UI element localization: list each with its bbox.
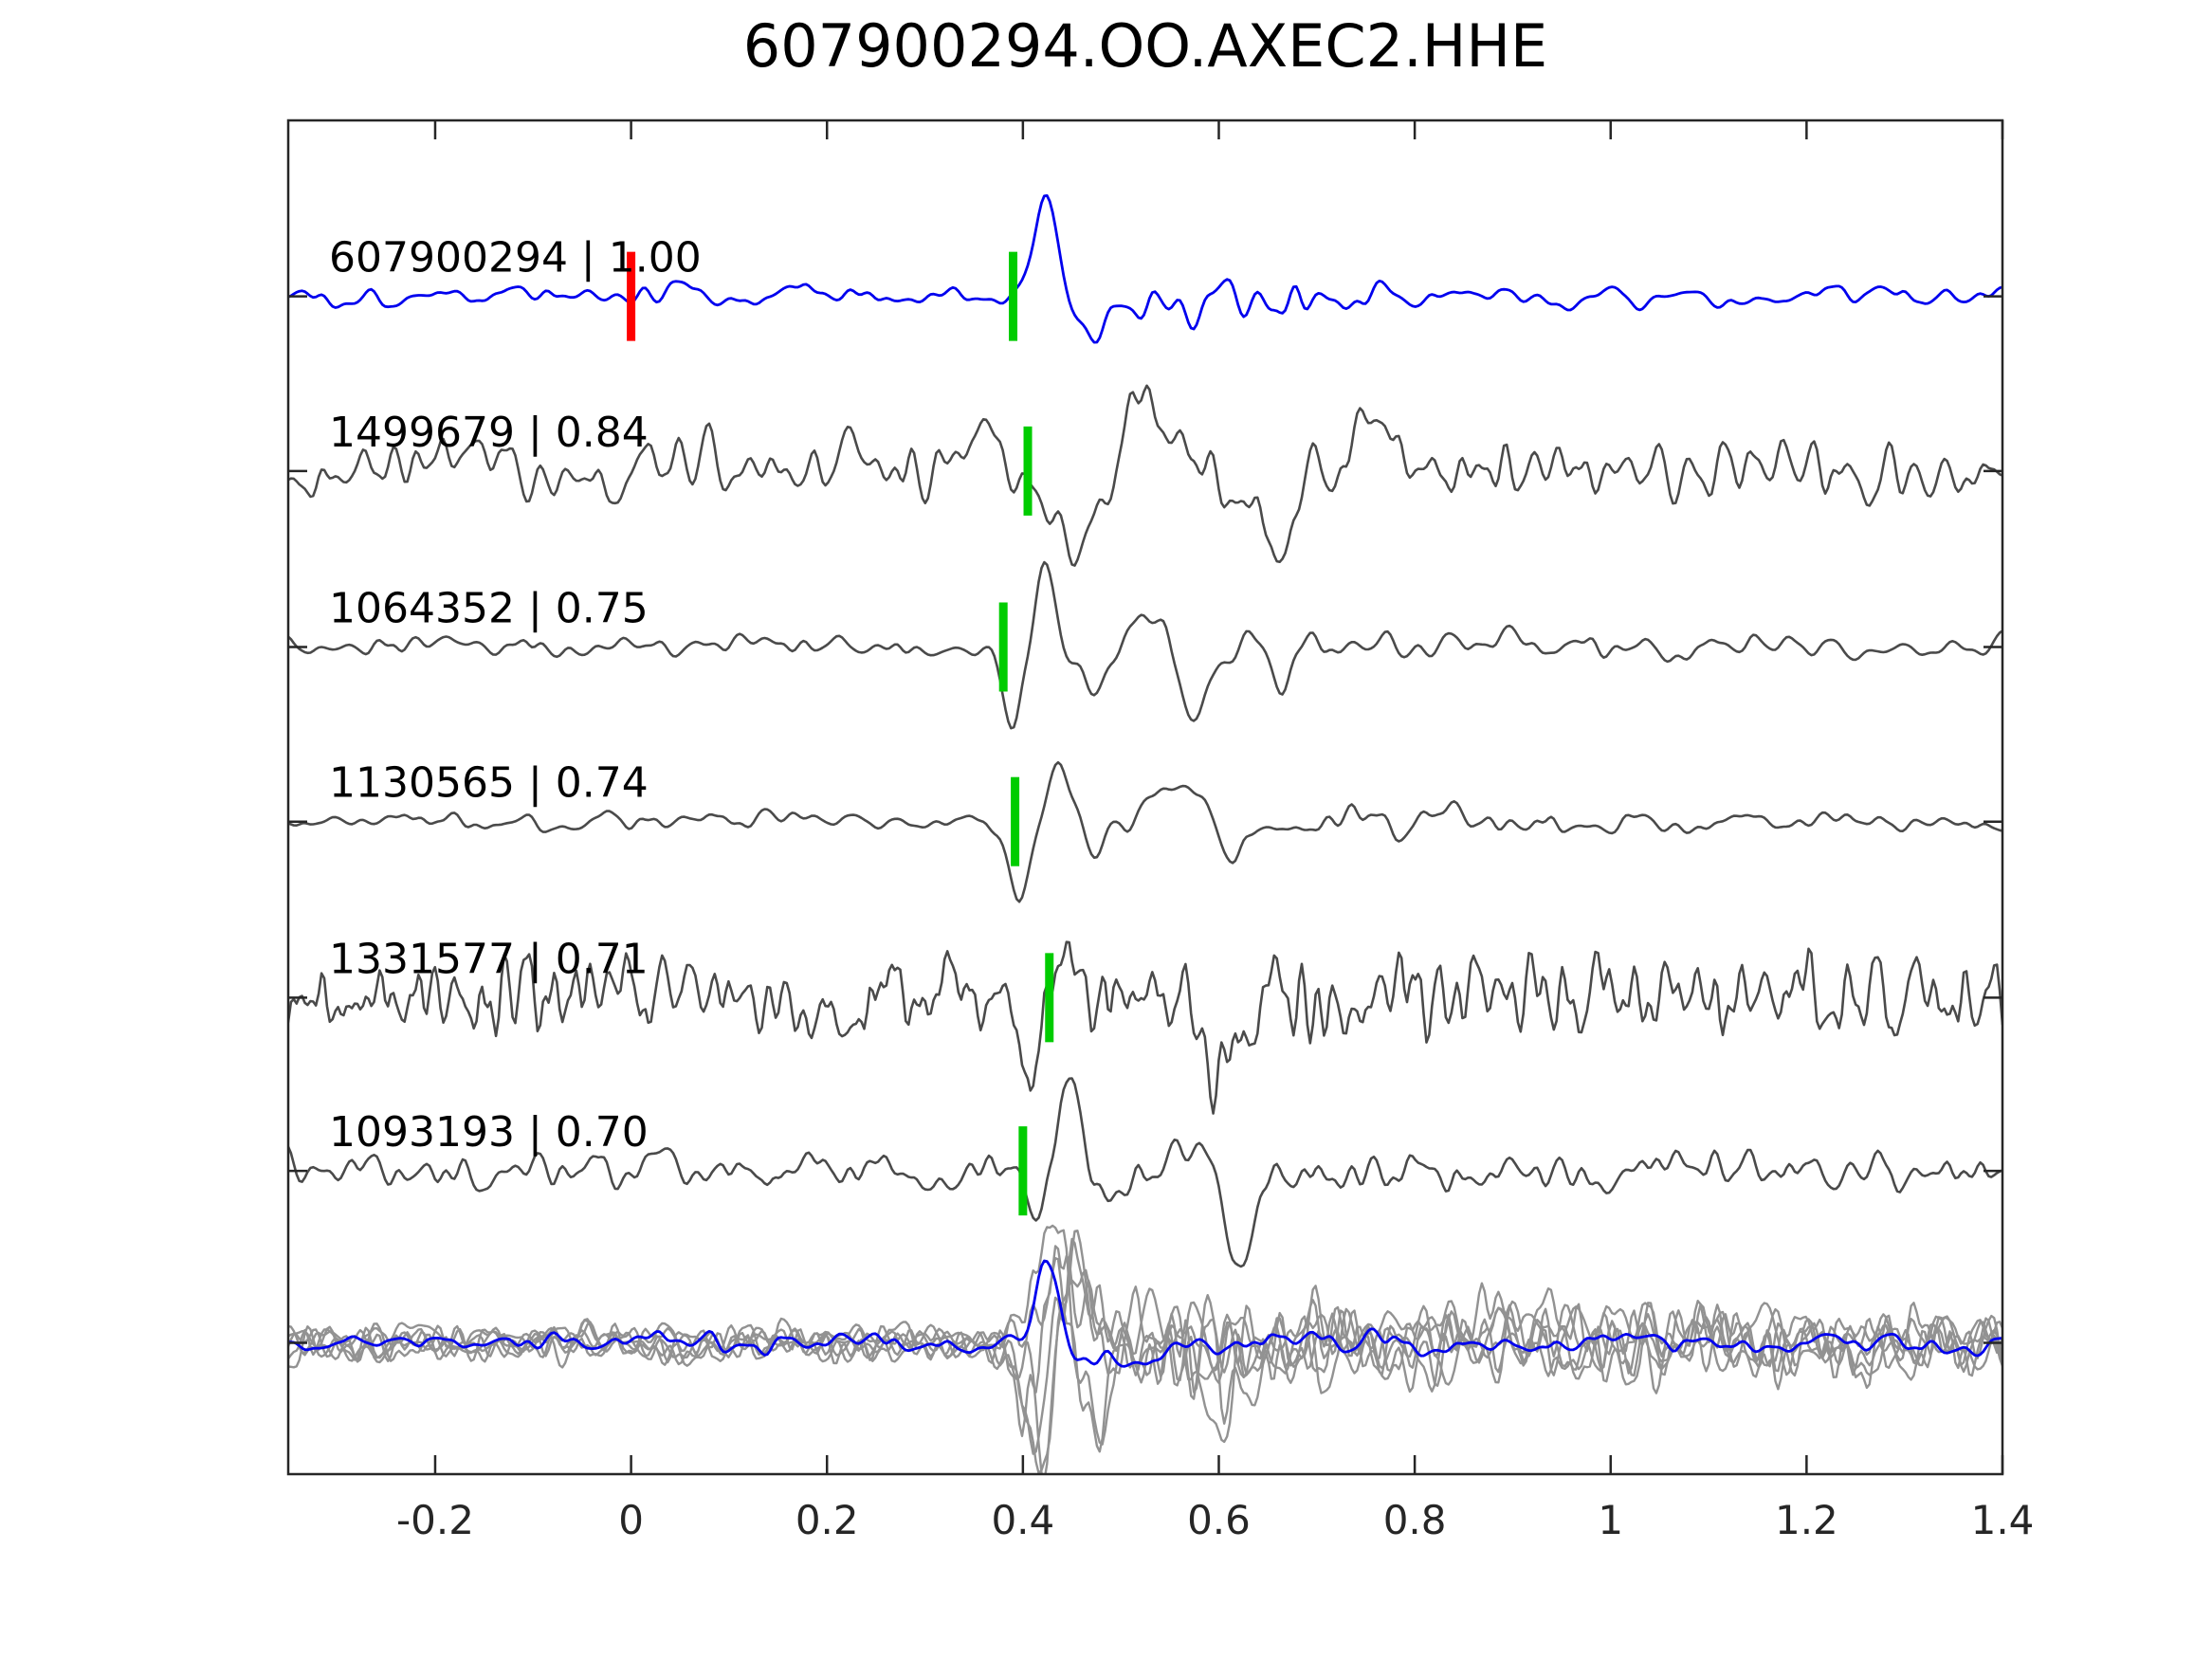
- plot-title: 607900294.OO.AXEC2.HHE: [743, 11, 1547, 81]
- trace-waveform-1093193: [288, 1077, 2002, 1268]
- trace-layer: [288, 193, 2002, 1474]
- trace-waveform-1064352: [288, 560, 2002, 730]
- trace-label-1064352: 1064352 | 0.75: [329, 584, 649, 632]
- x-tick-label: 0.4: [991, 1497, 1054, 1543]
- pick-marker-1064352: [998, 602, 1008, 692]
- trace-waveform-1331577: [288, 940, 2002, 1115]
- origin-marker-607900294: [627, 251, 636, 341]
- trace-waveform-1130565: [288, 760, 2002, 903]
- pick-marker-1499679: [1023, 426, 1033, 516]
- trace-label-1331577: 1331577 | 0.71: [329, 935, 649, 983]
- overlay-waveform-template: [288, 1259, 2002, 1368]
- marker-layer: [627, 251, 1054, 1216]
- trace-waveform-1499679: [288, 384, 2002, 567]
- pick-marker-1093193: [1018, 1126, 1028, 1216]
- pick-marker-1130565: [1011, 776, 1020, 866]
- x-tick-label: 1.2: [1775, 1497, 1838, 1543]
- x-tick-label: 0.8: [1383, 1497, 1447, 1543]
- overlay-waveform-gray-1: [288, 1257, 2002, 1453]
- trace-label-1499679: 1499679 | 0.84: [329, 409, 649, 457]
- overlay-waveform-gray-3: [288, 1268, 2002, 1474]
- x-tick-label: 1: [1598, 1497, 1623, 1543]
- trace-label-1130565: 1130565 | 0.74: [329, 759, 649, 808]
- x-tick-label: 1.4: [1971, 1497, 2035, 1543]
- frame-layer: [286, 118, 2004, 1476]
- pick-marker-1331577: [1045, 953, 1054, 1043]
- plot-frame: [286, 118, 2004, 1476]
- trace-label-607900294: 607900294 | 1.00: [329, 234, 702, 283]
- x-tick-label: -0.2: [396, 1497, 474, 1543]
- x-tick-label: 0: [618, 1497, 644, 1543]
- trace-label-1093193: 1093193 | 0.70: [329, 1108, 649, 1157]
- tick-label-layer: -0.2 0 0.2 0.4 0.6 0.8 1 1.2 1.4: [396, 1497, 2034, 1543]
- x-tick-label: 0.2: [795, 1497, 859, 1543]
- x-tick-label: 0.6: [1187, 1497, 1251, 1543]
- trace-waveform-607900294: [288, 193, 2002, 344]
- label-layer: 607900294 | 1.00 1499679 | 0.84 1064352 | …: [329, 234, 702, 1157]
- pick-marker-607900294: [1009, 251, 1018, 341]
